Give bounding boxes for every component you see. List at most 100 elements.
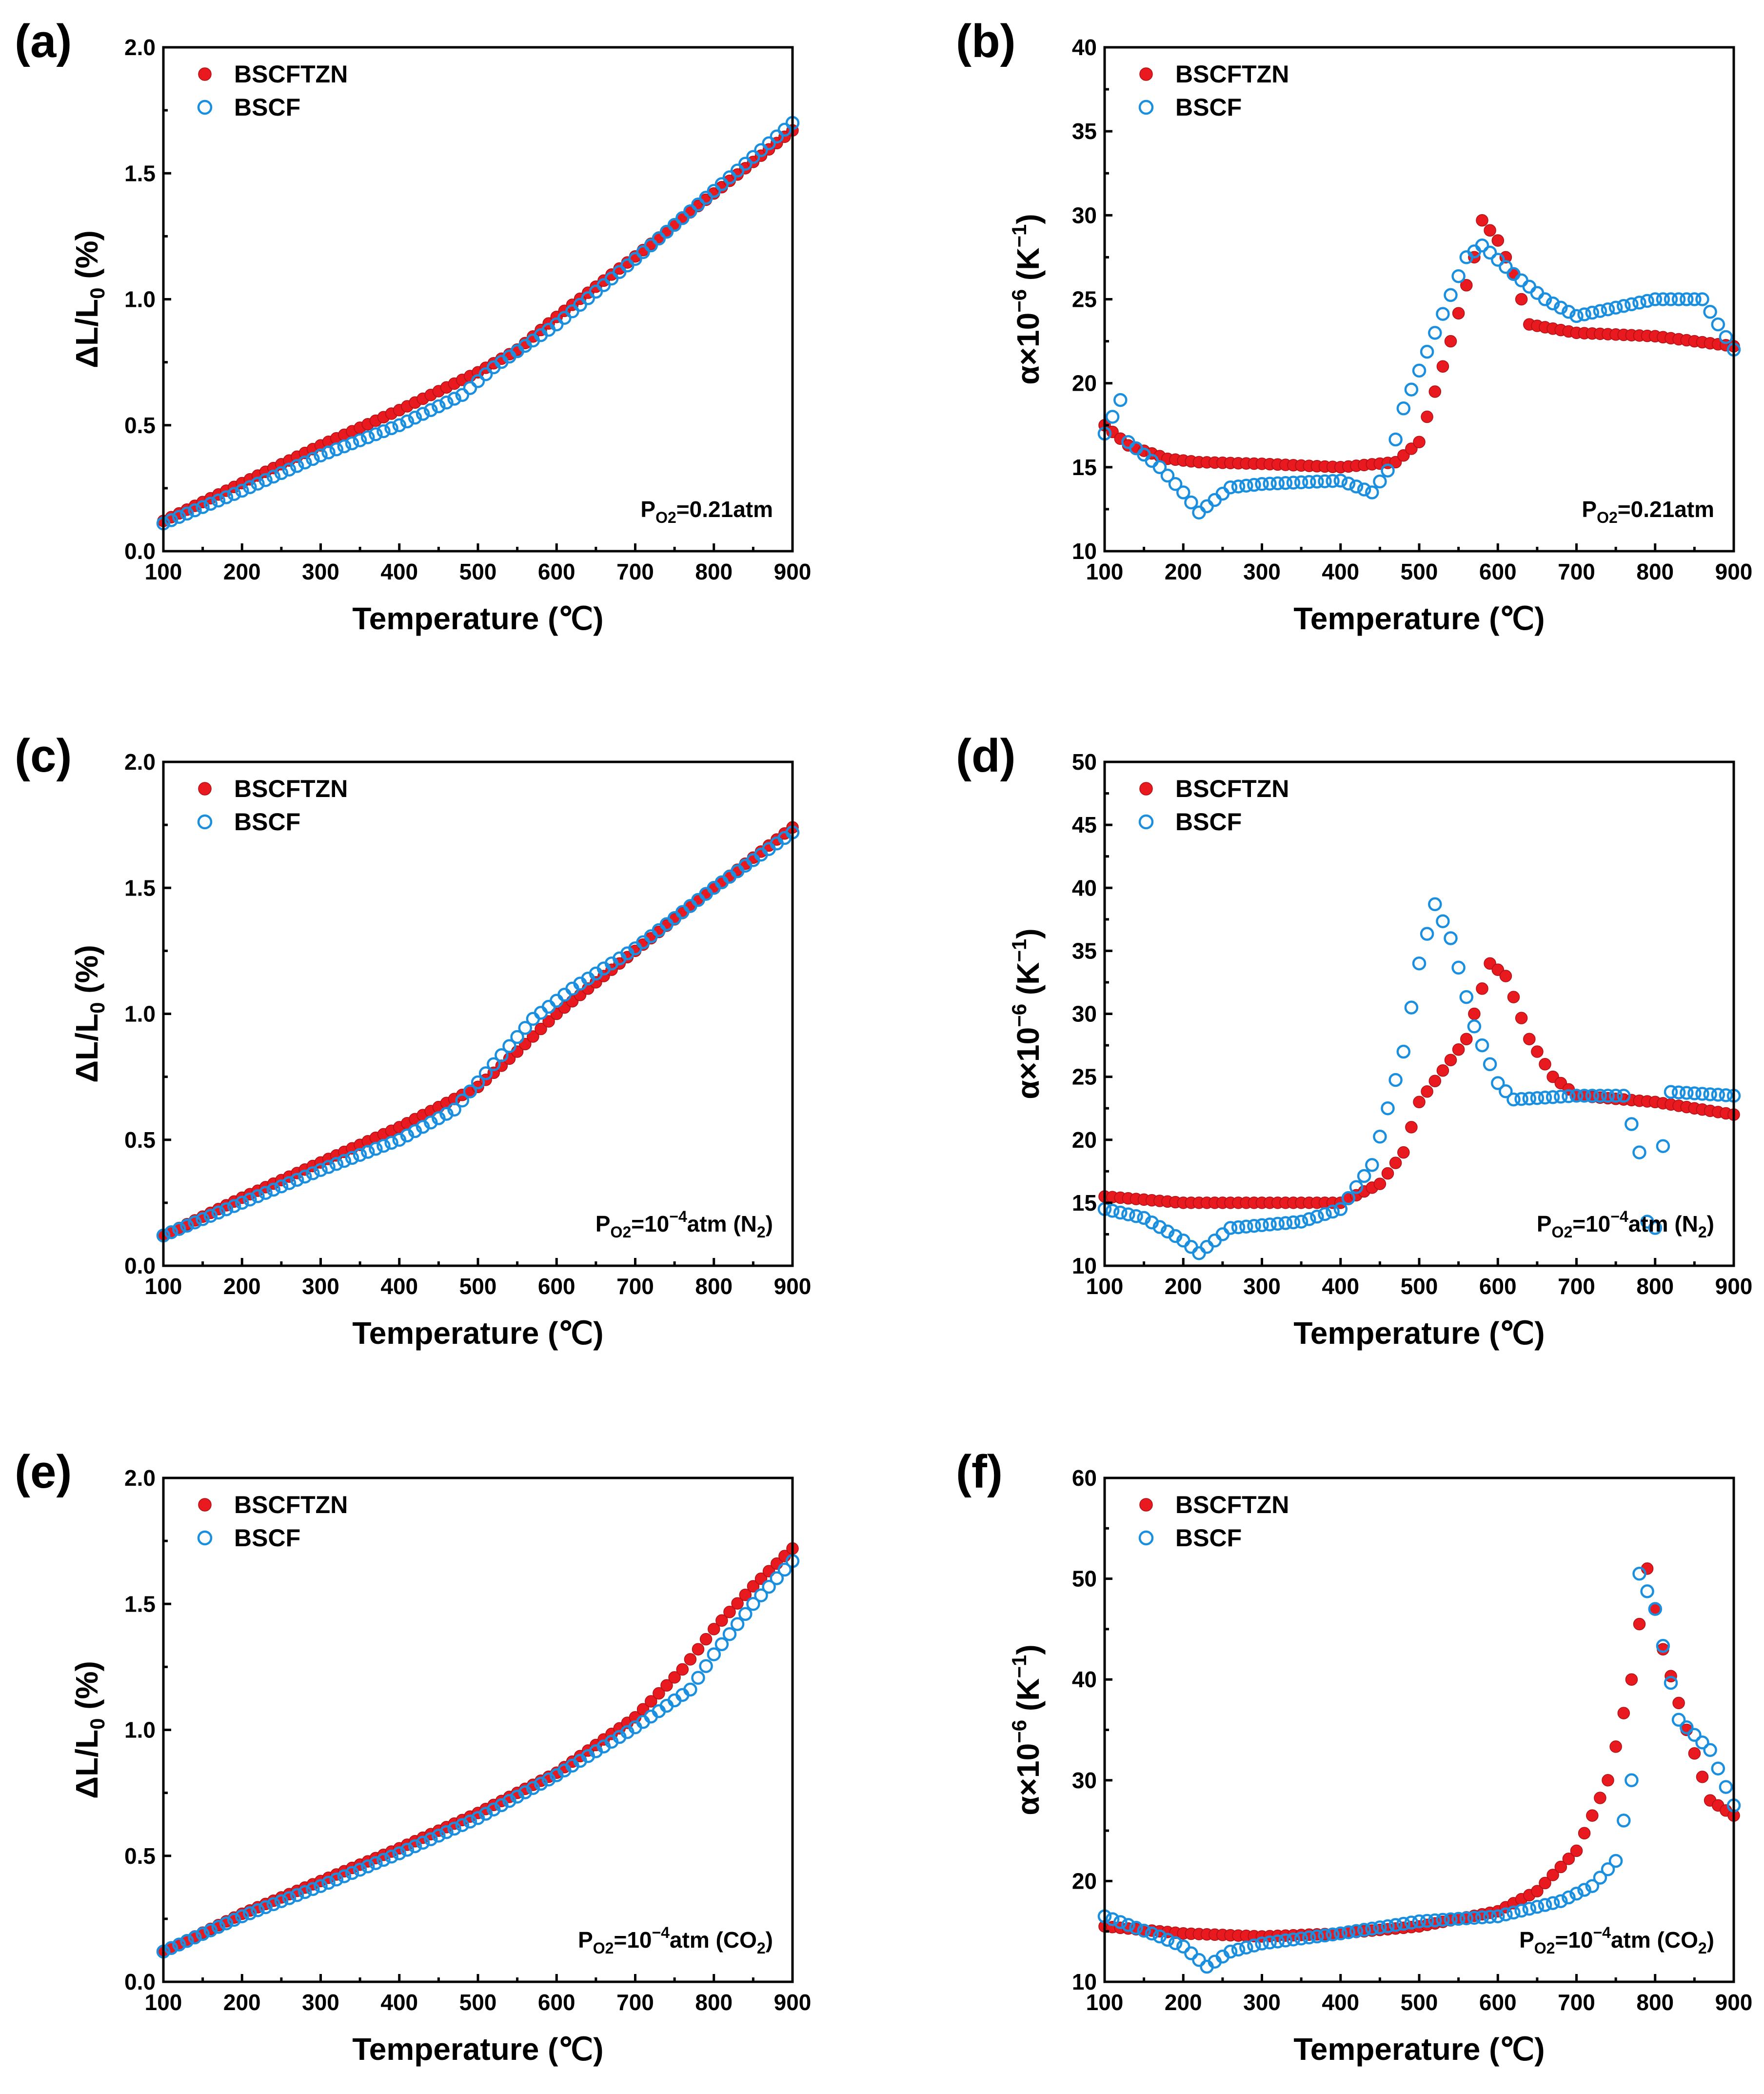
data-point: [495, 1048, 509, 1062]
data-point: [1310, 475, 1324, 489]
condition-annotation: PO2=10−4atm (N2): [1537, 1208, 1714, 1241]
data-point: [1397, 1146, 1410, 1159]
x-tick-label: 900: [1715, 1274, 1753, 1299]
data-point: [1539, 1058, 1551, 1071]
data-point: [180, 1218, 194, 1233]
series-bscf: [156, 825, 800, 1243]
data-point: [455, 1093, 470, 1108]
x-tick-label: 800: [695, 1990, 733, 2015]
data-point: [714, 177, 729, 191]
data-point: [1428, 326, 1442, 340]
data-point: [243, 1192, 257, 1207]
data-point: [1168, 477, 1183, 491]
data-point: [1318, 474, 1332, 489]
data-point: [274, 1894, 289, 1908]
legend-label: BSCF: [1175, 94, 1242, 121]
data-point: [282, 462, 297, 477]
legend-label: BSCFTZN: [1175, 60, 1289, 88]
data-point: [1680, 1086, 1694, 1100]
legend-marker: [198, 782, 212, 796]
data-point: [1255, 1218, 1269, 1233]
x-tick-label: 700: [616, 1274, 654, 1299]
data-point: [738, 157, 753, 171]
data-point: [762, 1579, 776, 1594]
data-point: [1302, 1212, 1316, 1226]
data-point: [487, 1057, 501, 1072]
data-point: [1585, 305, 1600, 320]
data-point: [1357, 1169, 1371, 1183]
data-point: [1468, 1007, 1481, 1020]
data-point: [1420, 927, 1434, 941]
x-tick-label: 900: [774, 559, 812, 584]
data-point: [1404, 1915, 1419, 1930]
data-point: [1192, 505, 1206, 520]
condition-annotation: PO2=10−4atm (N2): [595, 1208, 773, 1241]
data-point: [534, 1006, 548, 1020]
x-tick-label: 100: [145, 1274, 182, 1299]
plot-frame: [1103, 46, 1735, 553]
data-point: [447, 392, 461, 406]
data-point: [715, 1614, 728, 1627]
data-point: [329, 442, 344, 457]
x-tick-label: 300: [302, 1990, 339, 2015]
data-point: [1523, 1033, 1536, 1045]
data-point: [180, 1934, 194, 1948]
x-tick-label: 500: [459, 1990, 497, 2015]
data-point: [1286, 1215, 1301, 1230]
data-point: [1263, 1935, 1277, 1950]
y-tick-label: 10: [1072, 1253, 1097, 1278]
data-point: [1412, 363, 1427, 378]
x-tick-label: 700: [616, 559, 654, 584]
x-tick-label: 100: [1086, 1990, 1124, 2015]
data-point: [1601, 1089, 1615, 1103]
x-tick-label: 900: [774, 1990, 812, 2015]
data-point: [1593, 1871, 1607, 1885]
data-point: [1294, 1931, 1308, 1946]
data-point: [432, 399, 446, 414]
data-point: [1420, 1914, 1434, 1928]
data-point: [211, 1920, 226, 1934]
data-point: [1184, 495, 1198, 510]
data-point: [1483, 1910, 1497, 1924]
data-point: [1373, 1920, 1387, 1934]
data-point: [298, 455, 312, 470]
data-point: [424, 1832, 438, 1846]
data-point: [628, 252, 642, 266]
data-point: [164, 1225, 178, 1239]
data-point: [659, 224, 674, 239]
data-point: [1389, 1157, 1402, 1169]
data-point: [314, 448, 328, 462]
data-point: [1585, 1879, 1600, 1893]
data-point: [314, 1879, 328, 1893]
data-point: [369, 1142, 383, 1156]
data-point: [369, 1856, 383, 1870]
data-point: [1687, 292, 1702, 306]
y-tick-label: 20: [1072, 1868, 1097, 1894]
x-tick-label: 200: [223, 1990, 261, 2015]
data-point: [1609, 1740, 1622, 1753]
data-point: [408, 1839, 422, 1854]
data-point: [1413, 436, 1426, 448]
data-point: [345, 1866, 359, 1880]
data-point: [502, 1794, 516, 1808]
data-point: [1515, 293, 1528, 306]
data-point: [1121, 1207, 1135, 1221]
data-point: [408, 411, 422, 425]
data-point: [463, 1815, 477, 1829]
data-point: [1373, 1177, 1387, 1190]
data-point: [1105, 1912, 1120, 1926]
data-point: [1239, 1940, 1253, 1955]
data-point: [1562, 305, 1576, 319]
data-point: [1483, 1057, 1497, 1072]
data-point: [1664, 1675, 1678, 1690]
data-point: [432, 1829, 446, 1843]
data-point: [1436, 307, 1450, 321]
data-point: [1168, 1936, 1183, 1951]
data-point: [1719, 1780, 1733, 1794]
data-point: [1105, 410, 1120, 424]
data-point: [1444, 1054, 1457, 1066]
data-point: [1530, 286, 1545, 300]
legend: BSCFTZN BSCF: [197, 775, 348, 836]
data-point: [1176, 1939, 1190, 1954]
data-point: [235, 483, 249, 498]
